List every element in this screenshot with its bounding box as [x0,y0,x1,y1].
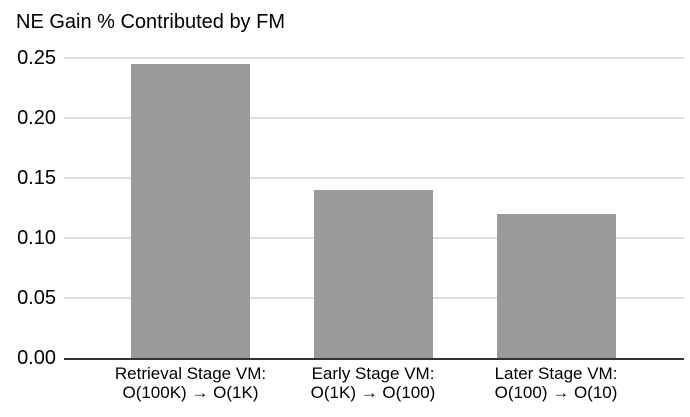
y-tick-label: 0.05 [17,287,56,309]
y-tick-label: 0.00 [17,347,56,369]
gridline [64,177,684,179]
y-tick-label: 0.20 [17,107,56,129]
gridline [64,117,684,119]
plot-area [64,57,684,360]
y-tick-label: 0.25 [17,47,56,69]
gridline [64,57,684,59]
bar [313,190,433,358]
y-tick-label: 0.15 [17,167,56,189]
y-tick-label: 0.10 [17,227,56,249]
x-axis-label: Retrieval Stage VM: O(100K) → O(1K) [114,364,267,402]
bar [131,64,250,358]
x-axis-label: Later Stage VM: O(100) → O(10) [494,364,618,402]
bar [496,214,616,358]
chart-title: NE Gain % Contributed by FM [16,11,285,33]
x-axis-label: Early Stage VM: O(1K) → O(100) [310,364,436,402]
